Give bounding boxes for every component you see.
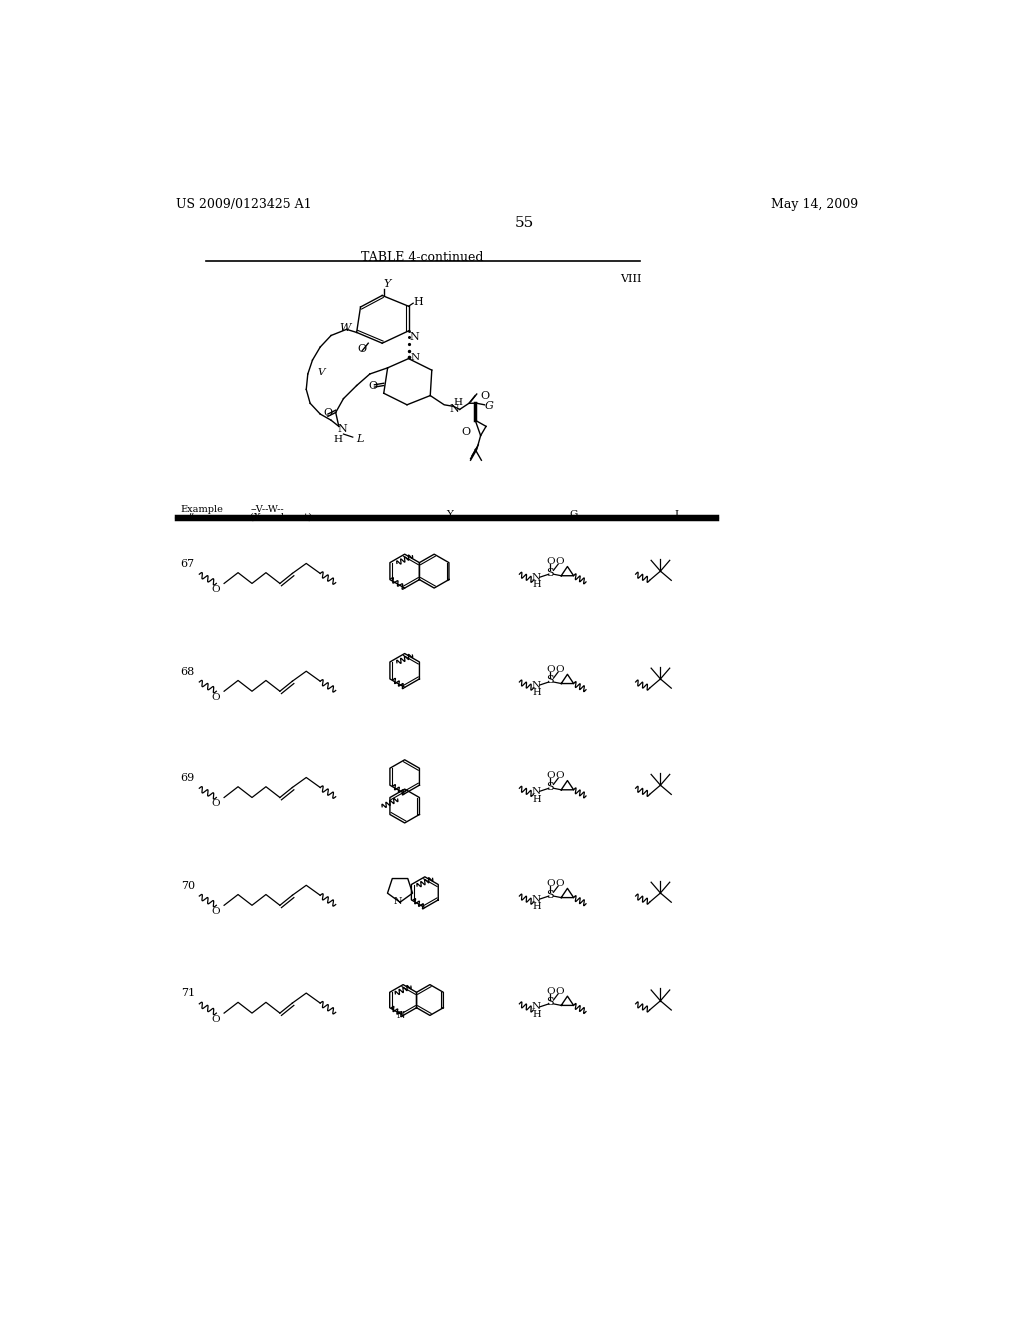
Text: O: O — [324, 408, 333, 417]
Text: #: # — [186, 512, 195, 521]
Text: O: O — [357, 345, 367, 354]
Text: N: N — [397, 1011, 406, 1020]
Text: H: H — [532, 581, 541, 590]
Text: H: H — [334, 436, 342, 444]
Text: O: O — [546, 987, 555, 997]
Text: S: S — [547, 676, 554, 685]
Text: H: H — [532, 688, 541, 697]
Text: G: G — [569, 510, 578, 519]
Text: O: O — [546, 879, 555, 888]
Text: TABLE 4-continued: TABLE 4-continued — [361, 251, 483, 264]
Text: O: O — [555, 771, 564, 780]
Text: O: O — [555, 879, 564, 888]
Text: O: O — [546, 665, 555, 675]
Text: O: O — [546, 771, 555, 780]
Text: O: O — [555, 665, 564, 675]
Text: O: O — [211, 693, 220, 702]
Text: W: W — [339, 323, 350, 333]
Text: O: O — [555, 557, 564, 566]
Text: Y: Y — [446, 510, 453, 519]
Text: O: O — [211, 585, 220, 594]
Text: --V--W--: --V--W-- — [251, 506, 284, 513]
Text: S: S — [547, 781, 554, 792]
Text: N: N — [531, 1002, 541, 1011]
Text: N: N — [337, 425, 347, 434]
Text: O: O — [555, 987, 564, 997]
Text: O: O — [211, 799, 220, 808]
Text: V: V — [317, 368, 326, 378]
Text: N: N — [531, 895, 541, 904]
Text: S: S — [547, 998, 554, 1007]
Text: H: H — [532, 1010, 541, 1019]
Text: S: S — [547, 890, 554, 899]
Text: O: O — [461, 426, 470, 437]
Text: N: N — [450, 404, 460, 413]
Text: S: S — [547, 568, 554, 578]
Text: (X = absent): (X = absent) — [251, 512, 312, 521]
Text: 68: 68 — [180, 667, 195, 677]
Text: N: N — [531, 681, 541, 689]
Text: H: H — [414, 297, 423, 306]
Text: N: N — [411, 352, 420, 362]
Text: N: N — [394, 898, 402, 906]
Text: 70: 70 — [180, 880, 195, 891]
Text: H: H — [532, 795, 541, 804]
Text: L: L — [356, 434, 364, 445]
Text: O: O — [369, 380, 378, 391]
Text: May 14, 2009: May 14, 2009 — [771, 198, 858, 211]
Text: O: O — [211, 1015, 220, 1024]
Text: N: N — [531, 573, 541, 582]
Text: N: N — [410, 333, 419, 342]
Text: N: N — [531, 787, 541, 796]
Text: G: G — [484, 401, 494, 412]
Text: Example: Example — [180, 506, 223, 513]
Text: US 2009/0123425 A1: US 2009/0123425 A1 — [176, 198, 311, 211]
Text: H: H — [454, 399, 463, 407]
Text: O: O — [211, 907, 220, 916]
Text: Y: Y — [384, 279, 391, 289]
Text: 55: 55 — [515, 216, 535, 230]
Text: VIII: VIII — [621, 275, 642, 284]
Text: L: L — [675, 510, 682, 519]
Text: O: O — [480, 391, 489, 400]
Text: 67: 67 — [180, 558, 195, 569]
Text: 69: 69 — [180, 774, 195, 783]
Text: H: H — [532, 903, 541, 911]
Text: O: O — [546, 557, 555, 566]
Text: 71: 71 — [180, 989, 195, 998]
